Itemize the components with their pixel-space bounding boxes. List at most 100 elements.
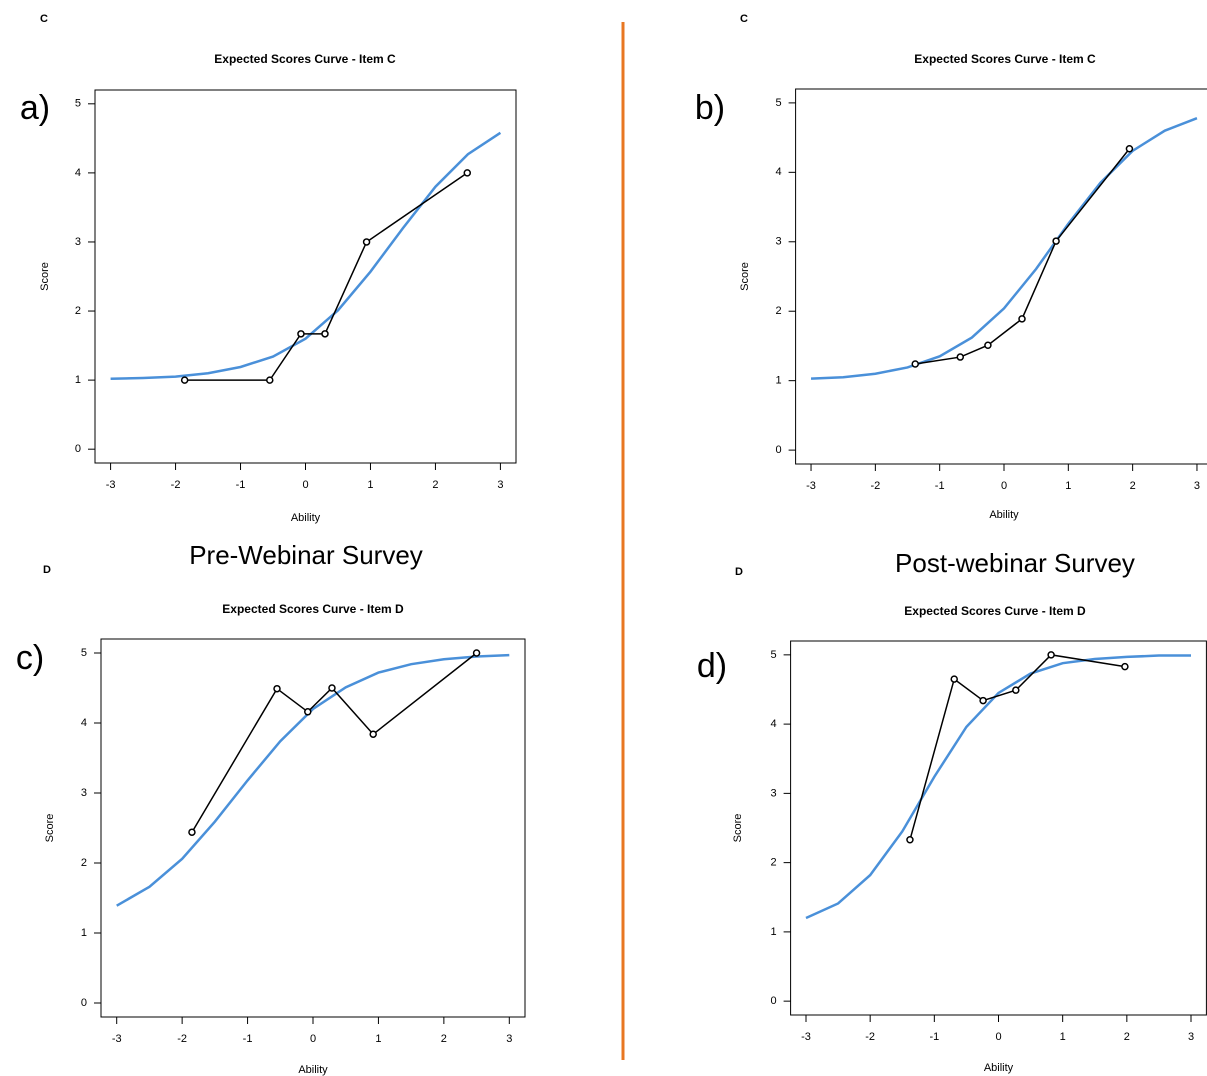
chart-title: Expected Scores Curve - Item C (914, 52, 1096, 66)
panel-label: C (40, 13, 48, 25)
point (297, 330, 305, 338)
expected-curve (110, 131, 502, 380)
panel-label: D (735, 566, 743, 578)
plot-frame (790, 640, 1207, 1016)
x-tick-label: -1 (929, 1031, 939, 1043)
x-tick-label: 0 (995, 1031, 1001, 1043)
y-tick-label: 0 (75, 443, 81, 455)
x-tick-label: 0 (302, 479, 308, 491)
point (180, 376, 189, 384)
x-tick-label: 3 (1194, 480, 1200, 492)
y-tick-label: 5 (81, 647, 87, 659)
y-tick-label: 4 (770, 718, 776, 730)
chart-title: Expected Scores Curve - Item D (222, 602, 404, 616)
point (956, 353, 965, 361)
point (266, 376, 274, 384)
panel-letter: a) (20, 89, 50, 127)
x-tick-label: 0 (1001, 480, 1007, 492)
y-tick-label: 3 (775, 236, 781, 248)
y-tick-label: 4 (775, 166, 781, 178)
expected-curve (810, 117, 1198, 380)
y-tick-label: 4 (81, 717, 87, 729)
point (362, 238, 371, 246)
plot-frame (94, 89, 517, 464)
y-tick-label: 3 (770, 787, 776, 799)
panel-letter: d) (697, 647, 727, 685)
y-axis-label: Score (732, 814, 744, 843)
x-tick-label: -3 (806, 480, 816, 492)
point (328, 684, 336, 692)
panel-label: D (43, 564, 51, 576)
panel-letter: b) (695, 89, 725, 127)
y-tick-label: 2 (770, 857, 776, 869)
x-tick-label: -3 (106, 479, 116, 491)
point (188, 828, 196, 836)
y-tick-label: 5 (770, 649, 776, 661)
y-tick-label: 5 (775, 97, 781, 109)
point (321, 330, 329, 338)
column-heading: Pre-Webinar Survey (189, 540, 423, 570)
point (950, 675, 958, 683)
panel-label: C (740, 13, 748, 25)
point (304, 708, 312, 716)
y-tick-label: 1 (770, 926, 776, 938)
x-tick-label: 3 (1188, 1031, 1194, 1043)
point (1018, 315, 1026, 323)
point (1012, 686, 1020, 694)
plot-frame (100, 638, 526, 1018)
y-tick-label: 1 (81, 927, 87, 939)
x-axis-label: Ability (984, 1062, 1014, 1074)
x-tick-label: 3 (497, 479, 503, 491)
x-tick-label: 1 (367, 479, 373, 491)
column-heading: Post-webinar Survey (895, 548, 1135, 578)
observed-line (909, 654, 1126, 840)
y-tick-label: 5 (75, 98, 81, 110)
x-tick-label: -2 (870, 480, 880, 492)
y-axis-label: Score (44, 814, 56, 843)
point (463, 169, 472, 177)
x-tick-label: 2 (1124, 1031, 1130, 1043)
x-tick-label: -1 (243, 1033, 253, 1045)
observed-line (191, 652, 478, 833)
y-tick-label: 2 (775, 305, 781, 317)
point (984, 341, 992, 349)
x-axis-label: Ability (298, 1064, 328, 1076)
x-tick-label: 1 (375, 1033, 381, 1045)
x-tick-label: -2 (171, 479, 181, 491)
plot-frame (795, 88, 1207, 465)
point (1125, 144, 1134, 153)
point (911, 360, 919, 368)
x-tick-label: 0 (310, 1033, 316, 1045)
x-axis-label: Ability (989, 509, 1019, 521)
y-tick-label: 1 (75, 374, 81, 386)
x-tick-label: 2 (432, 479, 438, 491)
x-tick-label: -2 (865, 1031, 875, 1043)
x-tick-label: -3 (801, 1031, 811, 1043)
panel-letter: c) (16, 639, 44, 677)
y-tick-label: 0 (775, 444, 781, 456)
point (273, 684, 281, 693)
y-tick-label: 0 (770, 995, 776, 1007)
observed-line (184, 172, 468, 381)
y-tick-label: 2 (75, 305, 81, 317)
y-tick-label: 3 (81, 787, 87, 799)
chart-title: Expected Scores Curve - Item D (904, 604, 1086, 618)
x-axis-label: Ability (291, 512, 321, 524)
y-tick-label: 3 (75, 236, 81, 248)
x-tick-label: 1 (1060, 1031, 1066, 1043)
chart-title: Expected Scores Curve - Item C (214, 52, 396, 66)
y-tick-label: 1 (775, 375, 781, 387)
y-tick-label: 2 (81, 857, 87, 869)
x-tick-label: 2 (1130, 480, 1136, 492)
y-axis-label: Score (39, 262, 51, 291)
x-tick-label: -1 (236, 479, 246, 491)
x-tick-label: -3 (112, 1033, 122, 1045)
y-tick-label: 0 (81, 997, 87, 1009)
point (369, 730, 377, 738)
point (1121, 662, 1129, 671)
x-tick-label: -2 (177, 1033, 187, 1045)
point (1052, 237, 1060, 245)
observed-line (915, 148, 1131, 365)
y-tick-label: 4 (75, 167, 81, 179)
x-tick-label: 2 (441, 1033, 447, 1045)
